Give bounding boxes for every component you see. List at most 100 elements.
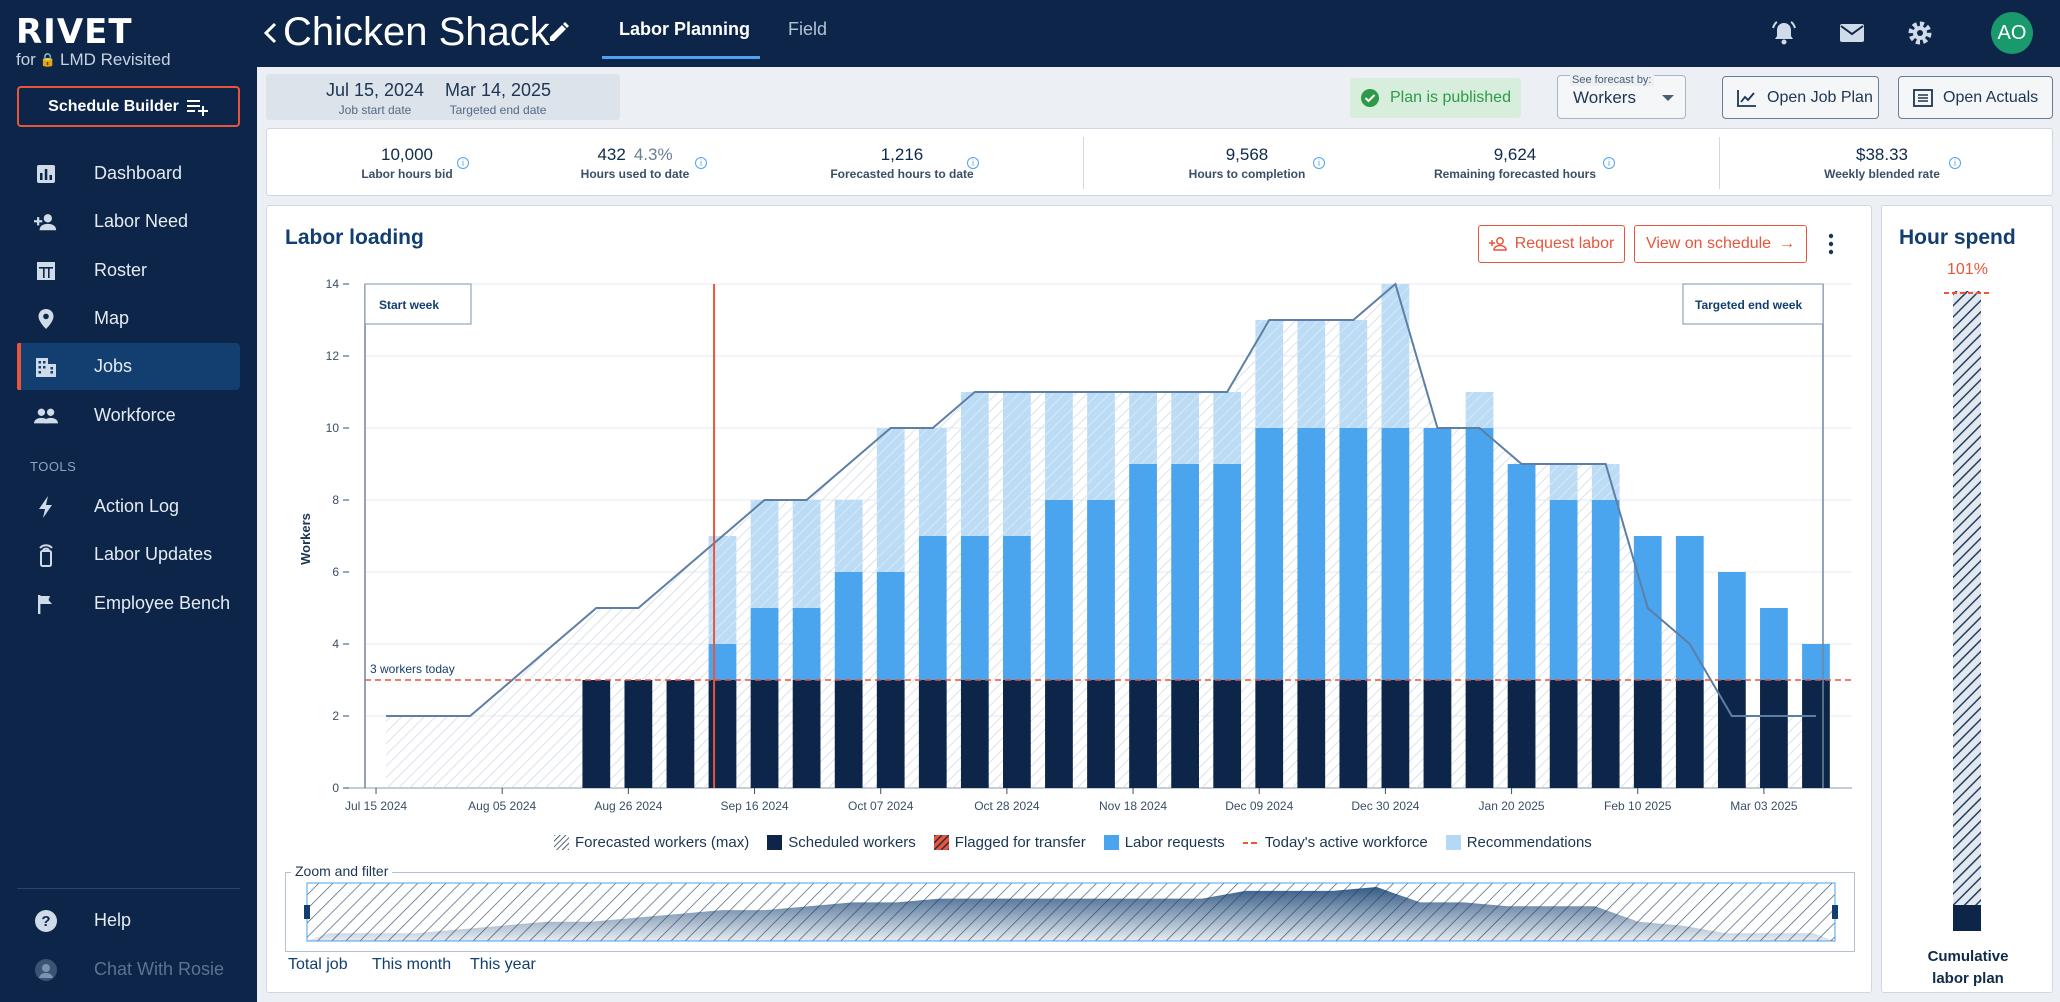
tab-labor-planning[interactable]: Labor Planning: [619, 18, 751, 39]
labor-request-bar[interactable]: [1591, 500, 1620, 680]
labor-request-bar[interactable]: [1255, 428, 1284, 680]
sidebar-item-jobs[interactable]: Jobs: [17, 343, 240, 390]
alarm-bell-icon[interactable]: [1770, 19, 1798, 47]
sidebar-item-labor-updates[interactable]: Labor Updates: [17, 531, 240, 578]
labor-request-bar[interactable]: [1087, 500, 1115, 680]
scheduled-bar[interactable]: [1717, 680, 1746, 788]
scheduled-bar[interactable]: [960, 680, 989, 788]
scheduled-bar[interactable]: [1507, 680, 1536, 788]
recommendation-bar[interactable]: [750, 500, 779, 608]
info-icon[interactable]: i: [695, 157, 707, 169]
recommendation-bar[interactable]: [1381, 284, 1410, 428]
scheduled-bar[interactable]: [834, 680, 863, 788]
scheduled-bar[interactable]: [1339, 680, 1368, 788]
labor-request-bar[interactable]: [1213, 464, 1242, 680]
labor-request-bar[interactable]: [1339, 428, 1368, 680]
labor-request-bar[interactable]: [918, 536, 947, 680]
scheduled-bar[interactable]: [666, 680, 695, 788]
labor-request-bar[interactable]: [1297, 428, 1326, 680]
scheduled-bar[interactable]: [624, 680, 653, 788]
rivet-logo[interactable]: RIVET: [16, 12, 133, 52]
recommendation-bar[interactable]: [1255, 320, 1284, 428]
sidebar-item-workforce[interactable]: Workforce: [17, 392, 240, 439]
scheduled-bar[interactable]: [1297, 680, 1326, 788]
recommendation-bar[interactable]: [708, 536, 737, 644]
recommendation-bar[interactable]: [1339, 320, 1368, 428]
labor-request-bar[interactable]: [1675, 536, 1704, 680]
scheduled-bar[interactable]: [792, 680, 821, 788]
labor-request-bar[interactable]: [1507, 464, 1536, 680]
legend-recommendations[interactable]: Recommendations: [1445, 834, 1592, 851]
labor-request-bar[interactable]: [1802, 644, 1830, 680]
legend-scheduled[interactable]: Scheduled workers: [767, 834, 916, 851]
sidebar-item-labor-need[interactable]: Labor Need: [17, 198, 240, 245]
edit-pencil-icon[interactable]: [547, 20, 571, 44]
forecast-by-select[interactable]: See forecast by: Workers: [1557, 74, 1686, 119]
scheduled-bar[interactable]: [918, 680, 947, 788]
more-vert-icon[interactable]: [1827, 232, 1835, 256]
labor-request-bar[interactable]: [1549, 500, 1578, 680]
sidebar-item-employee-bench[interactable]: Employee Bench: [17, 580, 240, 627]
recommendation-bar[interactable]: [1297, 320, 1326, 428]
recommendation-bar[interactable]: [1129, 392, 1157, 464]
sidebar-item-roster[interactable]: Roster: [17, 247, 240, 294]
labor-request-bar[interactable]: [834, 572, 863, 680]
range-this-year[interactable]: This year: [470, 956, 536, 973]
recommendation-bar[interactable]: [1045, 392, 1073, 500]
legend-flagged[interactable]: Flagged for transfer: [933, 834, 1086, 851]
labor-request-bar[interactable]: [708, 644, 737, 680]
labor-request-bar[interactable]: [1003, 536, 1031, 680]
recommendation-bar[interactable]: [1087, 392, 1115, 500]
legend-labor-requests[interactable]: Labor requests: [1103, 834, 1225, 851]
scheduled-bar[interactable]: [1549, 680, 1578, 788]
recommendation-bar[interactable]: [1213, 392, 1242, 464]
recommendation-bar[interactable]: [1171, 392, 1199, 464]
labor-request-bar[interactable]: [876, 572, 905, 680]
labor-request-bar[interactable]: [1381, 428, 1410, 680]
sidebar-item-chat-with-rosie[interactable]: Chat With Rosie: [17, 946, 240, 993]
scheduled-bar[interactable]: [1255, 680, 1284, 788]
labor-request-bar[interactable]: [1045, 500, 1073, 680]
mail-icon[interactable]: [1838, 19, 1866, 47]
scheduled-bar[interactable]: [1802, 680, 1830, 788]
labor-request-bar[interactable]: [1465, 428, 1494, 680]
scheduled-bar[interactable]: [582, 680, 611, 788]
legend-active-workforce[interactable]: Today's active workforce: [1242, 834, 1428, 851]
labor-request-bar[interactable]: [960, 536, 989, 680]
labor-request-bar[interactable]: [1760, 608, 1788, 680]
info-icon[interactable]: i: [457, 157, 469, 169]
labor-request-bar[interactable]: [1717, 572, 1746, 680]
open-job-plan-button[interactable]: Open Job Plan: [1722, 76, 1879, 119]
scheduled-bar[interactable]: [1465, 680, 1494, 788]
labor-request-bar[interactable]: [1423, 428, 1452, 680]
recommendation-bar[interactable]: [918, 428, 947, 536]
scheduled-bar[interactable]: [1129, 680, 1157, 788]
recommendation-bar[interactable]: [1465, 392, 1494, 428]
recommendation-bar[interactable]: [792, 500, 821, 608]
scheduled-bar[interactable]: [1591, 680, 1620, 788]
sidebar-item-help[interactable]: ? Help: [17, 897, 240, 944]
scheduled-bar[interactable]: [1423, 680, 1452, 788]
sidebar-item-dashboard[interactable]: Dashboard: [17, 150, 240, 197]
zoom-right-handle[interactable]: [1832, 905, 1838, 919]
recommendation-bar[interactable]: [876, 428, 905, 572]
scheduled-bar[interactable]: [1171, 680, 1199, 788]
request-labor-button[interactable]: Request labor: [1478, 225, 1625, 263]
info-icon[interactable]: i: [1313, 157, 1325, 169]
scheduled-bar[interactable]: [1633, 680, 1662, 788]
scheduled-bar[interactable]: [1045, 680, 1073, 788]
recommendation-bar[interactable]: [1549, 464, 1578, 500]
legend-forecasted[interactable]: Forecasted workers (max): [554, 834, 749, 851]
open-actuals-button[interactable]: Open Actuals: [1898, 76, 2053, 119]
labor-request-bar[interactable]: [1129, 464, 1157, 680]
scheduled-bar[interactable]: [1760, 680, 1788, 788]
back-arrow-icon[interactable]: [257, 18, 285, 48]
schedule-builder-button[interactable]: Schedule Builder: [17, 86, 240, 127]
scheduled-bar[interactable]: [876, 680, 905, 788]
info-icon[interactable]: i: [1949, 157, 1961, 169]
labor-request-bar[interactable]: [1171, 464, 1199, 680]
info-icon[interactable]: i: [967, 157, 979, 169]
sidebar-item-map[interactable]: Map: [17, 295, 240, 342]
user-avatar[interactable]: AO: [1991, 12, 2033, 54]
zoom-left-handle[interactable]: [304, 905, 310, 919]
